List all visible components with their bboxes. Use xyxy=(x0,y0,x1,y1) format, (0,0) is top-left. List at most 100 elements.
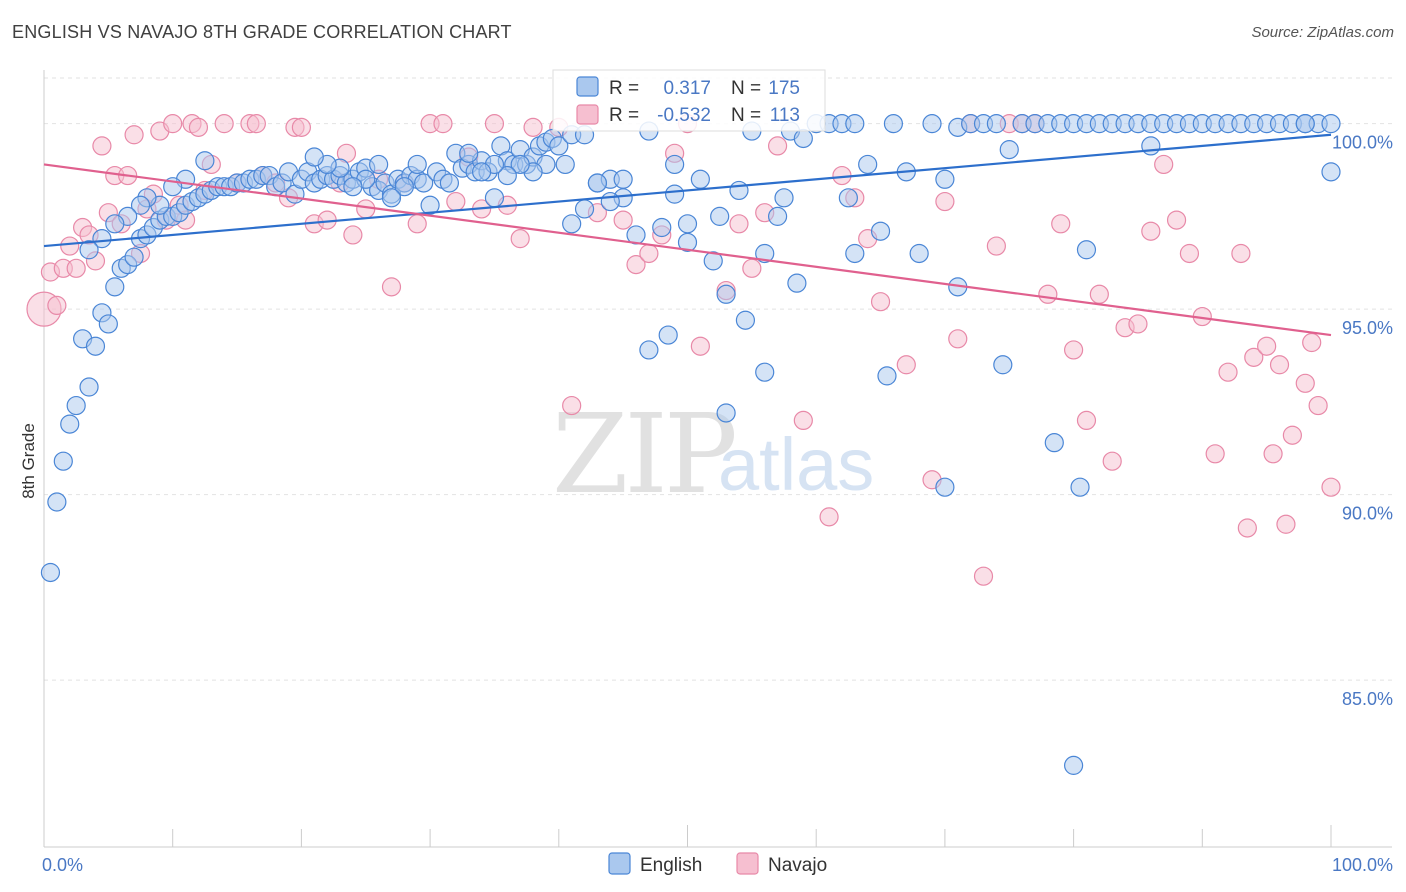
navajo-point xyxy=(1244,347,1264,367)
english-point xyxy=(755,362,775,382)
english-point xyxy=(677,214,698,234)
english-point xyxy=(665,154,685,175)
english-point xyxy=(439,173,460,193)
navajo-point xyxy=(1128,314,1148,334)
english-point xyxy=(877,366,897,386)
watermark-atlas: atlas xyxy=(718,423,874,506)
y-axis-title: 8th Grade xyxy=(19,423,38,499)
english-point xyxy=(549,136,569,156)
stats-english-n-label: N = xyxy=(731,78,761,99)
english-point xyxy=(793,128,813,149)
navajo-point xyxy=(1038,284,1058,304)
navajo-point xyxy=(948,329,968,349)
english-point xyxy=(1321,162,1341,182)
source-label: Source: ZipAtlas.com xyxy=(1251,24,1394,41)
chart-title: ENGLISH VS NAVAJO 8TH GRADE CORRELATION … xyxy=(12,22,512,42)
navajo-point xyxy=(1076,410,1097,431)
navajo-point xyxy=(626,255,646,275)
gridlines xyxy=(44,77,1392,681)
watermark-zip: ZIP xyxy=(552,390,735,518)
english-point xyxy=(755,243,775,264)
navajo-point xyxy=(188,117,209,137)
english-point xyxy=(665,184,685,204)
english-point xyxy=(1295,114,1315,134)
english-point xyxy=(658,325,678,345)
english-point xyxy=(1076,240,1097,260)
navajo-point xyxy=(562,395,582,416)
english-point xyxy=(716,403,736,423)
english-point xyxy=(124,247,144,267)
y-tick-label: 90.0% xyxy=(1342,504,1393,524)
english-point xyxy=(767,206,788,226)
x-tick-label: 100.0% xyxy=(1332,855,1393,875)
navajo-point xyxy=(729,214,749,234)
english-point xyxy=(60,414,80,434)
english-point xyxy=(716,284,736,304)
navajo-point xyxy=(407,214,427,234)
english-point xyxy=(993,355,1013,375)
english-point xyxy=(883,114,904,134)
english-point xyxy=(407,154,427,175)
english-point xyxy=(195,151,215,171)
navajo-point xyxy=(433,114,453,134)
navajo-point xyxy=(291,117,311,137)
english-point xyxy=(53,451,73,471)
english-point xyxy=(986,114,1006,134)
navajo-point xyxy=(47,295,67,316)
axes xyxy=(43,70,1392,848)
navajo-point xyxy=(1237,518,1257,538)
navajo-point xyxy=(1282,425,1302,445)
english-point xyxy=(613,169,633,189)
english-point xyxy=(735,310,756,330)
english-point xyxy=(870,221,891,241)
navajo-point xyxy=(1295,373,1315,393)
english-point xyxy=(105,277,125,297)
english-point xyxy=(414,173,434,193)
watermark: ZIP atlas xyxy=(552,390,874,518)
navajo-point xyxy=(1102,451,1122,471)
navajo-point xyxy=(510,229,530,249)
english-point xyxy=(555,154,575,175)
navajo-point xyxy=(66,258,86,278)
english-point xyxy=(845,114,865,134)
english-point xyxy=(600,191,620,212)
english-trend-line xyxy=(43,133,1332,248)
english-point xyxy=(85,336,106,356)
english-point xyxy=(652,217,672,238)
stats-english-swatch xyxy=(576,76,599,97)
legend-english-label: English xyxy=(640,855,702,876)
navajo-point xyxy=(639,243,659,264)
stats-box: R = 0.317 N = 175 R = -0.532 N = 113 xyxy=(552,69,826,132)
english-point xyxy=(935,169,955,189)
stats-navajo-n-value: 113 xyxy=(770,105,800,126)
navajo-point xyxy=(246,114,266,134)
legend-english-swatch xyxy=(608,852,631,875)
navajo-point xyxy=(1141,221,1161,241)
navajo-point xyxy=(935,191,955,212)
navajo-point xyxy=(1321,477,1341,497)
english-point xyxy=(394,177,414,197)
navajo-point xyxy=(870,292,891,312)
trend-lines xyxy=(43,133,1332,337)
navajo-point xyxy=(1269,355,1290,375)
english-point xyxy=(703,251,723,271)
english-point xyxy=(40,562,61,583)
english-point xyxy=(1070,477,1090,497)
navajo-point xyxy=(163,114,183,134)
navajo-point xyxy=(60,236,80,256)
navajo-point xyxy=(690,336,710,356)
english-point xyxy=(922,114,942,134)
english-point xyxy=(690,169,710,189)
english-point xyxy=(497,165,517,186)
y-tick-label: 85.0% xyxy=(1342,689,1393,709)
english-point xyxy=(787,273,807,293)
english-point xyxy=(845,243,865,264)
stats-english-r-value: 0.317 xyxy=(663,78,711,99)
english-point xyxy=(98,314,118,334)
english-point xyxy=(574,199,595,219)
navajo-point xyxy=(1231,243,1251,264)
navajo-point xyxy=(92,136,112,156)
navajo-point xyxy=(1263,444,1283,464)
english-point xyxy=(1321,114,1341,134)
y-tick-label: 100.0% xyxy=(1332,133,1393,153)
